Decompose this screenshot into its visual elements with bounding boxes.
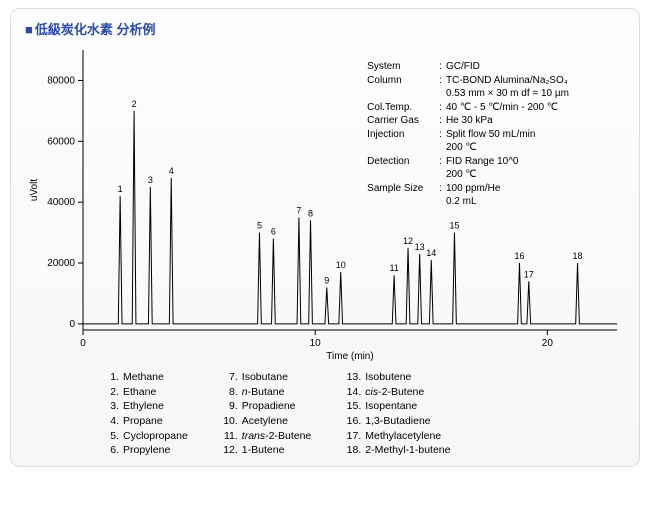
cond-key xyxy=(365,168,437,182)
legend-item: 2.Ethane xyxy=(101,385,188,400)
cond-val: 40 ℃ - 5 ℃/min - 200 ℃ xyxy=(444,101,571,115)
svg-text:14: 14 xyxy=(426,248,436,258)
cond-key: Col.Temp. xyxy=(365,101,437,115)
svg-text:2: 2 xyxy=(132,99,137,109)
svg-text:20000: 20000 xyxy=(47,258,75,269)
conditions-table: System:GC/FIDColumn:TC-BOND Alumina/Na₂S… xyxy=(365,60,571,209)
title-text: 低級炭化水素 分析例 xyxy=(35,22,156,37)
svg-text:10: 10 xyxy=(336,260,346,270)
svg-text:Time (min): Time (min) xyxy=(326,351,373,362)
panel: ■低級炭化水素 分析例 0 20000 40000 60000 80000 0 10 20 Ti… xyxy=(10,8,640,467)
cond-key: Sample Size xyxy=(365,182,437,196)
legend-item: 10.Acetylene xyxy=(220,414,311,429)
chromatogram-chart: 0 20000 40000 60000 80000 0 10 20 Time (min) uVol… xyxy=(21,42,629,362)
legend-item: 3.Ethylene xyxy=(101,399,188,414)
legend-item: 15.Isopentane xyxy=(343,399,450,414)
svg-text:80000: 80000 xyxy=(47,75,75,86)
cond-key: System xyxy=(365,60,437,74)
svg-text:10: 10 xyxy=(310,338,322,349)
svg-text:9: 9 xyxy=(324,275,329,285)
legend-item: 8.n-Butane xyxy=(220,385,311,400)
cond-key xyxy=(365,141,437,155)
cond-key: Carrier Gas xyxy=(365,114,437,128)
cond-key: Injection xyxy=(365,128,437,142)
svg-text:17: 17 xyxy=(524,269,534,279)
cond-val: 100 ppm/He xyxy=(444,182,571,196)
compound-legend: 1.Methane2.Ethane3.Ethylene4.Propane5.Cy… xyxy=(101,370,629,458)
svg-text:3: 3 xyxy=(148,175,153,185)
svg-text:8: 8 xyxy=(308,208,313,218)
legend-item: 5.Cyclopropane xyxy=(101,429,188,444)
legend-item: 7.Isobutane xyxy=(220,370,311,385)
legend-item: 9.Propadiene xyxy=(220,399,311,414)
cond-val: He 30 kPa xyxy=(444,114,571,128)
cond-val: GC/FID xyxy=(444,60,571,74)
svg-text:16: 16 xyxy=(514,251,524,261)
svg-text:13: 13 xyxy=(415,242,425,252)
cond-val: TC-BOND Alumina/Na₂SO₄ xyxy=(444,74,571,88)
cond-key: Detection xyxy=(365,155,437,169)
legend-item: 18.2-Methyl-1-butene xyxy=(343,443,450,458)
cond-key: Column xyxy=(365,74,437,88)
svg-text:18: 18 xyxy=(573,251,583,261)
cond-val: FID Range 10^0 xyxy=(444,155,571,169)
legend-item: 13.Isobutene xyxy=(343,370,450,385)
square-icon: ■ xyxy=(25,22,33,37)
legend-item: 4.Propane xyxy=(101,414,188,429)
cond-val: 0.53 mm × 30 m df = 10 µm xyxy=(444,87,571,101)
svg-text:0: 0 xyxy=(69,319,75,330)
cond-key xyxy=(365,195,437,209)
svg-text:40000: 40000 xyxy=(47,197,75,208)
svg-text:6: 6 xyxy=(271,227,276,237)
svg-text:12: 12 xyxy=(403,236,413,246)
svg-text:11: 11 xyxy=(389,263,398,273)
svg-text:1: 1 xyxy=(118,184,123,194)
cond-val: 200 ℃ xyxy=(444,141,571,155)
legend-item: 14.cis-2-Butene xyxy=(343,385,450,400)
cond-val: 0.2 mL xyxy=(444,195,571,209)
svg-text:0: 0 xyxy=(80,338,86,349)
legend-item: 12.1-Butene xyxy=(220,443,311,458)
legend-item: 16.1,3-Butadiene xyxy=(343,414,450,429)
svg-text:4: 4 xyxy=(169,166,174,176)
cond-key xyxy=(365,87,437,101)
cond-val: Split flow 50 mL/min xyxy=(444,128,571,142)
svg-text:60000: 60000 xyxy=(47,136,75,147)
svg-text:20: 20 xyxy=(542,338,554,349)
conditions-box: System:GC/FIDColumn:TC-BOND Alumina/Na₂S… xyxy=(365,60,571,209)
svg-text:15: 15 xyxy=(449,221,459,231)
legend-item: 6.Propylene xyxy=(101,443,188,458)
svg-text:7: 7 xyxy=(296,205,301,215)
legend-item: 11.trans-2-Butene xyxy=(220,429,311,444)
legend-item: 1.Methane xyxy=(101,370,188,385)
svg-text:5: 5 xyxy=(257,221,262,231)
legend-item: 17.Methylacetylene xyxy=(343,429,450,444)
panel-title: ■低級炭化水素 分析例 xyxy=(25,19,629,38)
svg-text:uVolt: uVolt xyxy=(29,179,40,201)
cond-val: 200 ℃ xyxy=(444,168,571,182)
